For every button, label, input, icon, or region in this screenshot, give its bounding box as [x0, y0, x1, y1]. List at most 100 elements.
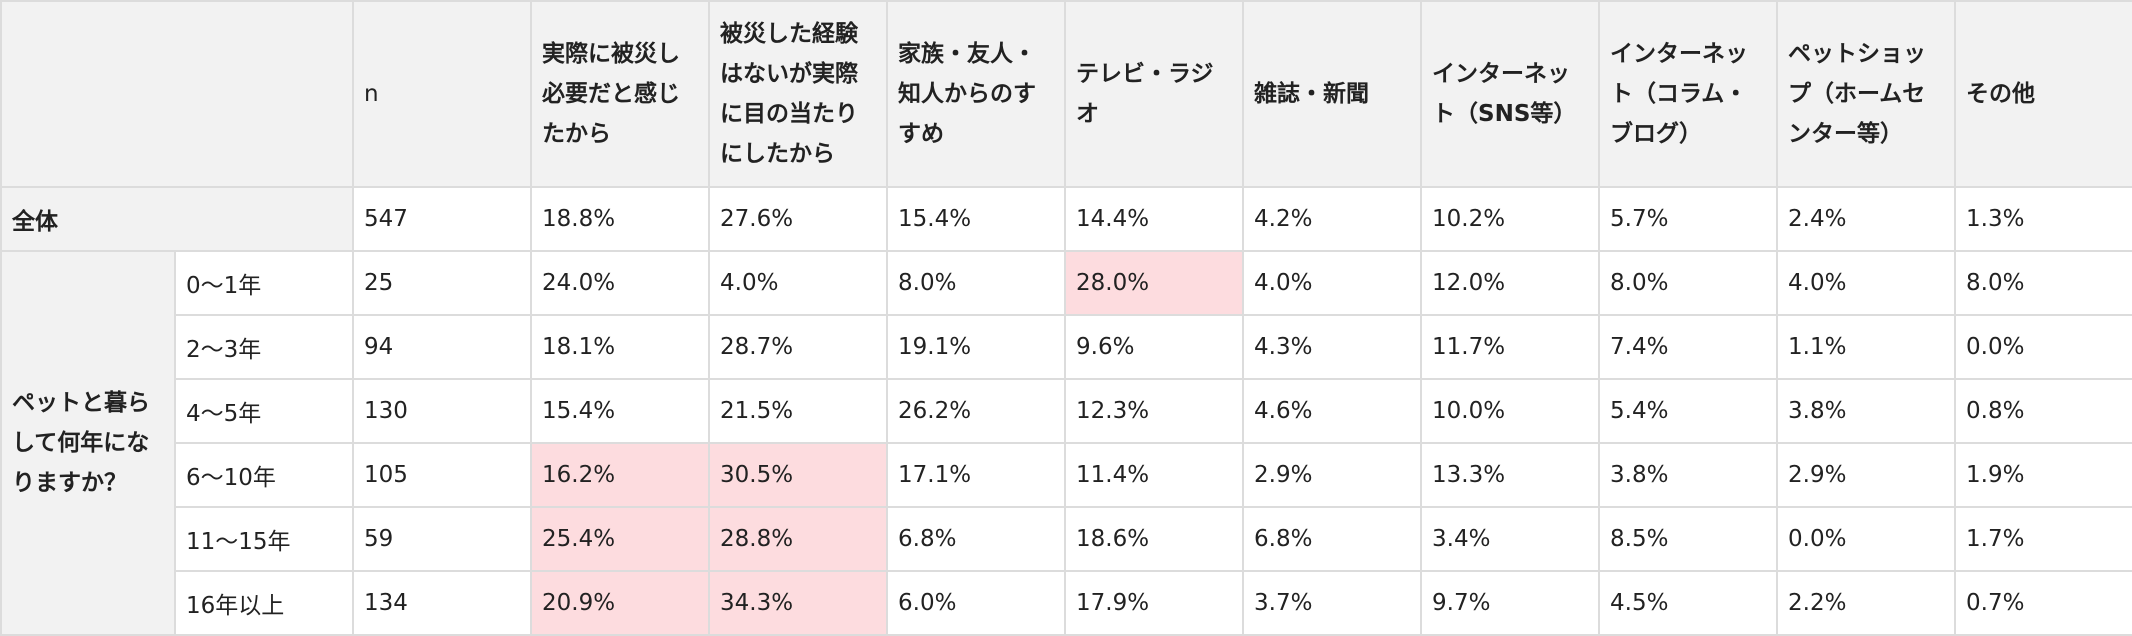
table-cell: 18.8%: [530, 186, 710, 252]
table-cell: 0.0%: [1776, 506, 1956, 572]
table-cell: 2.9%: [1242, 442, 1422, 508]
highlighted-cell: 25.4%: [530, 506, 710, 572]
table-cell: 3.7%: [1242, 570, 1422, 636]
table-cell: 4.5%: [1598, 570, 1778, 636]
table-cell: 1.3%: [1954, 186, 2132, 252]
highlighted-cell: 30.5%: [708, 442, 888, 508]
column-header: ペットショップ（ホームセンター等）: [1776, 0, 1956, 188]
table-row: 4〜5年 130 15.4% 21.5% 26.2% 12.3% 4.6% 10.0% 5.4%…: [1, 378, 2132, 444]
column-header: テレビ・ラジオ: [1064, 0, 1244, 188]
table-cell: 130: [352, 378, 532, 444]
column-header: 雑誌・新聞: [1242, 0, 1422, 188]
table-cell: 27.6%: [708, 186, 888, 252]
column-header: 被災した経験はないが実際に目の当たりにしたから: [708, 0, 888, 188]
table-cell: 6.8%: [1242, 506, 1422, 572]
table-cell: 8.0%: [1598, 250, 1778, 316]
table-cell: 0.7%: [1954, 570, 2132, 636]
table-cell: 3.8%: [1598, 442, 1778, 508]
table-cell: 17.9%: [1064, 570, 1244, 636]
table-row: 16年以上 134 20.9% 34.3% 6.0% 17.9% 3.7% 9.7% 4.5% 2…: [1, 570, 2132, 636]
table-cell: 24.0%: [530, 250, 710, 316]
table-cell: 8.0%: [886, 250, 1066, 316]
table-cell: 9.7%: [1420, 570, 1600, 636]
header-row: n 実際に被災し必要だと感じたから 被災した経験はないが実際に目の当たりにしたか…: [0, 0, 2132, 188]
table-row: ペットと暮らして何年になりますか？ 0〜1年 25 24.0% 4.0% 8.0% 28.0…: [0, 250, 2132, 636]
table-cell: 9.6%: [1064, 314, 1244, 380]
table-cell: 4.2%: [1242, 186, 1422, 252]
table-cell: 26.2%: [886, 378, 1066, 444]
table-cell: 2.4%: [1776, 186, 1956, 252]
table-cell: 5.7%: [1598, 186, 1778, 252]
row-label: 4〜5年: [174, 378, 354, 444]
table-cell: 25: [352, 250, 532, 316]
table-cell: 3.4%: [1420, 506, 1600, 572]
row-label: 6〜10年: [174, 442, 354, 508]
table-cell: 1.9%: [1954, 442, 2132, 508]
table-cell: 11.4%: [1064, 442, 1244, 508]
row-label-total: 全体: [0, 186, 354, 252]
table-row: 6〜10年 105 16.2% 30.5% 17.1% 11.4% 2.9% 13.3% 3.8…: [1, 442, 2132, 508]
column-header: 家族・友人・知人からのすすめ: [886, 0, 1066, 188]
table-cell: 3.8%: [1776, 378, 1956, 444]
table-cell: 19.1%: [886, 314, 1066, 380]
highlighted-cell: 20.9%: [530, 570, 710, 636]
table-cell: 15.4%: [530, 378, 710, 444]
row-label: 2〜3年: [174, 314, 354, 380]
table-cell: 4.0%: [1776, 250, 1956, 316]
table-cell: 4.6%: [1242, 378, 1422, 444]
table-cell: 8.5%: [1598, 506, 1778, 572]
corner-cell: [0, 0, 354, 188]
column-header: 実際に被災し必要だと感じたから: [530, 0, 710, 188]
column-header: n: [352, 0, 532, 188]
table-cell: 18.6%: [1064, 506, 1244, 572]
table-cell: 4.0%: [1242, 250, 1422, 316]
table-cell: 7.4%: [1598, 314, 1778, 380]
table-cell: 10.0%: [1420, 378, 1600, 444]
table-header: n 実際に被災し必要だと感じたから 被災した経験はないが実際に目の当たりにしたか…: [0, 0, 2132, 188]
table-cell: 18.1%: [530, 314, 710, 380]
table-cell: 4.0%: [708, 250, 888, 316]
table-cell: 12.3%: [1064, 378, 1244, 444]
table-body: 全体 547 18.8% 27.6% 15.4% 14.4% 4.2% 10.2% 5.7% 2.…: [0, 186, 2132, 636]
table-cell: 15.4%: [886, 186, 1066, 252]
table-cell: 134: [352, 570, 532, 636]
table-cell: 1.7%: [1954, 506, 2132, 572]
row-label: 16年以上: [174, 570, 354, 636]
table-cell: 105: [352, 442, 532, 508]
table-cell: 5.4%: [1598, 378, 1778, 444]
highlighted-cell: 28.0%: [1064, 250, 1244, 316]
table-cell: 4.3%: [1242, 314, 1422, 380]
table-cell: 14.4%: [1064, 186, 1244, 252]
table-row-total: 全体 547 18.8% 27.6% 15.4% 14.4% 4.2% 10.2% 5.7% 2.…: [0, 186, 2132, 252]
row-label: 0〜1年: [174, 250, 354, 316]
table-cell: 0.0%: [1954, 314, 2132, 380]
table-cell: 94: [352, 314, 532, 380]
table-row: 2〜3年 94 18.1% 28.7% 19.1% 9.6% 4.3% 11.7% 7.4% 1.…: [1, 314, 2132, 380]
table-cell: 8.0%: [1954, 250, 2132, 316]
table-cell: 13.3%: [1420, 442, 1600, 508]
table-cell: 2.9%: [1776, 442, 1956, 508]
table-cell: 12.0%: [1420, 250, 1600, 316]
table-row: 11〜15年 59 25.4% 28.8% 6.8% 18.6% 6.8% 3.4% 8.5% 0…: [1, 506, 2132, 572]
row-label: 11〜15年: [174, 506, 354, 572]
table-cell: 17.1%: [886, 442, 1066, 508]
table-cell: 2.2%: [1776, 570, 1956, 636]
column-header: インターネット（コラム・ブログ）: [1598, 0, 1778, 188]
column-header: その他: [1954, 0, 2132, 188]
table-cell: 6.0%: [886, 570, 1066, 636]
table-cell: 0.8%: [1954, 378, 2132, 444]
group-label: ペットと暮らして何年になりますか？: [0, 250, 176, 636]
highlighted-cell: 34.3%: [708, 570, 888, 636]
column-header: インターネット（SNS等）: [1420, 0, 1600, 188]
table-cell: 28.7%: [708, 314, 888, 380]
table-cell: 21.5%: [708, 378, 888, 444]
table-cell: 11.7%: [1420, 314, 1600, 380]
table-cell: 10.2%: [1420, 186, 1600, 252]
table-cell: 6.8%: [886, 506, 1066, 572]
highlighted-cell: 16.2%: [530, 442, 710, 508]
highlighted-cell: 28.8%: [708, 506, 888, 572]
table-cell: 547: [352, 186, 532, 252]
table-cell: 59: [352, 506, 532, 572]
table-cell: 1.1%: [1776, 314, 1956, 380]
